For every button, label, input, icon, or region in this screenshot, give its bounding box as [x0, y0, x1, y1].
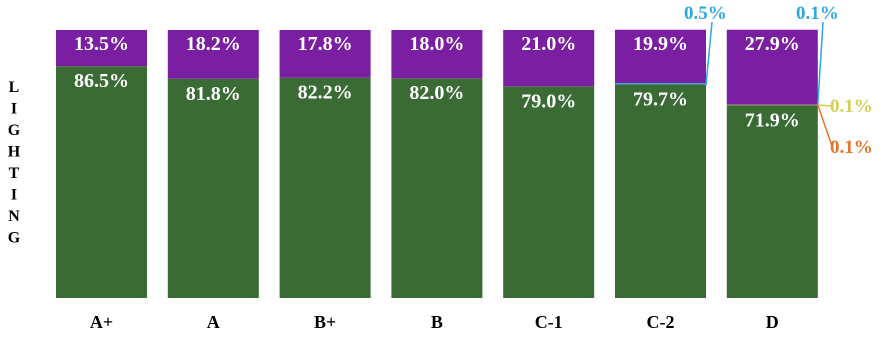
bar-segment	[279, 77, 371, 298]
bar-segment	[167, 30, 259, 79]
x-tick-label: B	[431, 312, 443, 332]
bar-value-label: 17.8%	[298, 33, 353, 55]
bar-value-label: 13.5%	[74, 33, 129, 55]
bar-value-label: 82.2%	[298, 82, 353, 104]
bar-segment	[615, 83, 706, 85]
callout-value-label: 0.5%	[684, 3, 727, 24]
y-axis-label-letter: I	[11, 187, 17, 204]
bar-segment	[726, 29, 818, 105]
bar-segment	[615, 84, 706, 299]
bar-segment	[279, 30, 371, 78]
bar-value-label: 18.2%	[186, 33, 241, 55]
bar-value-label: 21.0%	[521, 33, 576, 55]
x-tick-labels: A+ A B+ B C-1 C-2 D	[90, 312, 779, 332]
callout-leader-line	[817, 21, 824, 105]
x-tick-label: B+	[314, 312, 336, 332]
bars-layer	[56, 29, 818, 299]
bar-value-label: 27.9%	[745, 33, 800, 55]
y-axis-label-letter: I	[11, 101, 17, 118]
x-tick-label: A	[207, 312, 220, 332]
y-axis-label-letter: G	[8, 122, 21, 139]
bar-value-label: 18.0%	[409, 33, 464, 55]
bar-segment	[56, 66, 147, 299]
bar-segment	[167, 78, 259, 298]
bar-value-label: 79.7%	[633, 88, 688, 110]
callout-value-label: 0.1%	[796, 3, 839, 24]
callout-leader-line	[817, 104, 833, 147]
x-tick-label: C-2	[647, 312, 675, 332]
bar-segment	[726, 105, 818, 298]
bar-segment	[56, 30, 147, 67]
callout-annotations: 0.5% 0.1% 0.1% 0.1%	[684, 3, 873, 158]
bar-segment	[503, 86, 595, 298]
callout-leader-line	[705, 21, 713, 86]
callout-value-label: 0.1%	[830, 96, 873, 117]
bar-value-label: 86.5%	[74, 70, 129, 92]
bar-value-label: 81.8%	[186, 83, 241, 105]
x-tick-label: C-1	[535, 312, 563, 332]
x-tick-label: D	[766, 312, 779, 332]
bar-value-label: 79.0%	[521, 90, 576, 112]
callout-value-label: 0.1%	[830, 137, 873, 158]
callout-leader-line	[817, 104, 833, 107]
bar-value-label: 82.0%	[409, 82, 464, 104]
y-axis-label-letter: H	[8, 144, 21, 161]
y-axis-label-letter: G	[8, 230, 21, 247]
y-axis-label-letter: L	[9, 79, 20, 96]
y-axis-label-letter: T	[9, 165, 20, 182]
bar-value-label: 71.9%	[745, 109, 800, 131]
bar-segment	[391, 78, 483, 299]
value-labels-layer: 86.5% 13.5% 81.8% 18.2% 82.2% 17.8% 82.0% 18.0%…	[74, 33, 800, 131]
bar-segment	[503, 30, 595, 87]
bar-segment	[391, 30, 483, 79]
x-tick-label: A+	[90, 312, 113, 332]
bar-value-label: 19.9%	[633, 33, 688, 55]
bar-segment	[615, 29, 706, 84]
y-axis-label-letter: N	[8, 208, 20, 225]
